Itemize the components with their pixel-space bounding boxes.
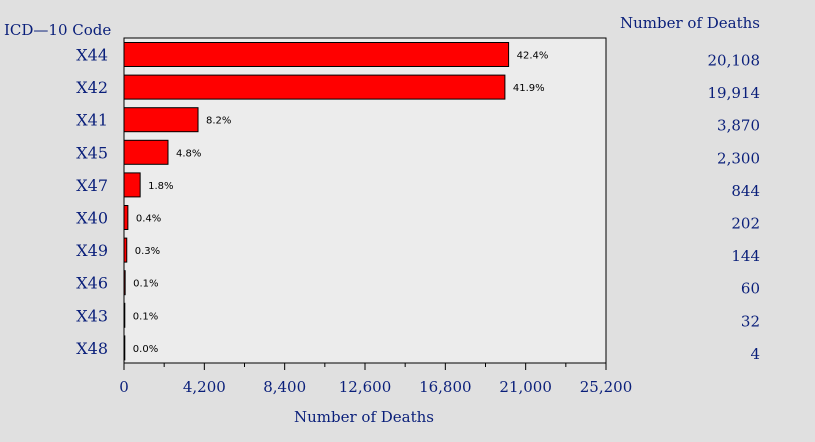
percent-label: 0.1% — [133, 279, 158, 290]
deaths-value-label: 202 — [731, 215, 760, 233]
percent-label: 8.2% — [206, 116, 231, 127]
x-tick-label: 21,000 — [499, 378, 552, 396]
deaths-value-label: 60 — [741, 280, 760, 298]
x-tick-label: 25,200 — [580, 378, 633, 396]
x-tick-label: 0 — [119, 378, 129, 396]
category-label: X46 — [76, 274, 108, 293]
x-tick-label: 8,400 — [263, 378, 306, 396]
deaths-value-label: 19,914 — [708, 84, 761, 102]
bar-X48 — [123, 335, 126, 361]
percent-label: 0.0% — [133, 344, 158, 355]
percent-label: 42.4% — [517, 51, 549, 62]
percent-label: 0.1% — [133, 311, 158, 322]
deaths-value-label: 32 — [741, 312, 760, 330]
category-label: X45 — [76, 143, 108, 162]
percent-label: 4.8% — [176, 148, 201, 159]
category-label: X43 — [76, 306, 108, 325]
category-column-header: ICD—10 Code — [4, 21, 111, 39]
deaths-value-label: 2,300 — [717, 149, 760, 167]
bar-X46 — [123, 270, 126, 296]
deaths-value-label: 844 — [731, 182, 760, 200]
percent-label: 41.9% — [513, 83, 545, 94]
percent-label: 1.8% — [148, 181, 173, 192]
category-label: X41 — [76, 111, 108, 130]
x-axis-ticks: 0 4,200 8,400 12,600 16,800 21,000 25,200 — [119, 363, 632, 396]
category-label: X44 — [76, 46, 108, 65]
percent-label: 0.3% — [135, 246, 160, 257]
bar-X43 — [123, 302, 126, 328]
deaths-value-label: 144 — [731, 247, 760, 265]
x-tick-label: 12,600 — [339, 378, 392, 396]
x-tick-label: 16,800 — [419, 378, 472, 396]
bars-group: X44 42.4% 20,108 X42 41.9% 19,914 X41 8.2% 3,870… — [76, 42, 761, 363]
category-label: X49 — [76, 241, 108, 260]
x-tick-label: 4,200 — [183, 378, 226, 396]
bar-X41 — [123, 107, 199, 133]
category-label: X40 — [76, 209, 108, 228]
category-label: X47 — [76, 176, 108, 195]
deaths-value-label: 20,108 — [708, 52, 761, 70]
value-column-header: Number of Deaths — [620, 14, 760, 32]
bar-X49 — [123, 237, 128, 263]
bar-X47 — [123, 172, 141, 198]
category-label: X42 — [76, 78, 108, 97]
deaths-value-label: 4 — [750, 345, 760, 363]
x-axis-title: Number of Deaths — [294, 408, 434, 426]
deaths-value-label: 3,870 — [717, 117, 760, 135]
bar-X45 — [123, 139, 169, 165]
bar-X44 — [123, 42, 510, 67]
bar-X40 — [123, 205, 129, 230]
bar-X42 — [123, 74, 506, 100]
category-label: X48 — [76, 339, 108, 358]
percent-label: 0.4% — [136, 214, 161, 225]
